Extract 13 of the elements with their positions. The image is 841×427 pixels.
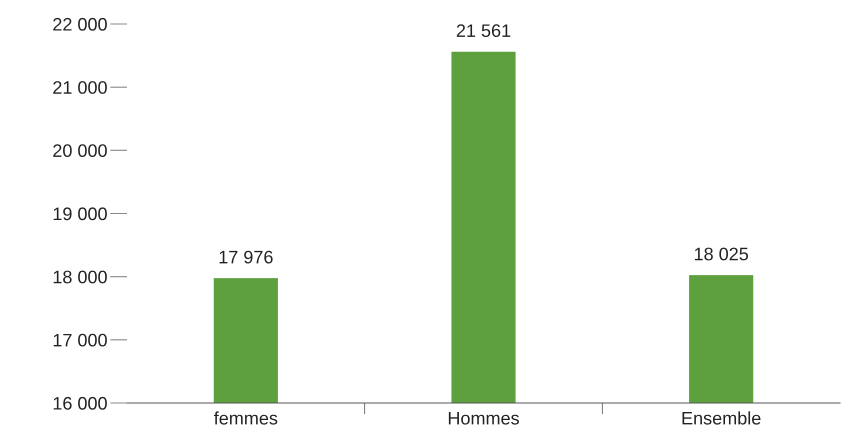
x-tick-label: Hommes	[448, 412, 519, 425]
x-tick-label: femmes	[214, 411, 278, 425]
y-tick-label: 19 000	[54, 207, 107, 220]
data-label: 17 976	[220, 250, 273, 264]
y-tick-label: 20 000	[53, 144, 107, 158]
data-label: 21 561	[456, 24, 510, 38]
y-tick-label: 16 000	[54, 396, 107, 410]
y-tick-label: 18 000	[54, 270, 107, 284]
y-tick-label: 21 000	[53, 81, 107, 94]
y-tick-label: 17 000	[54, 334, 107, 347]
y-tick-label: 22 000	[53, 18, 107, 31]
x-tick-label: Ensemble	[682, 411, 761, 425]
data-label: 18 025	[694, 248, 748, 260]
